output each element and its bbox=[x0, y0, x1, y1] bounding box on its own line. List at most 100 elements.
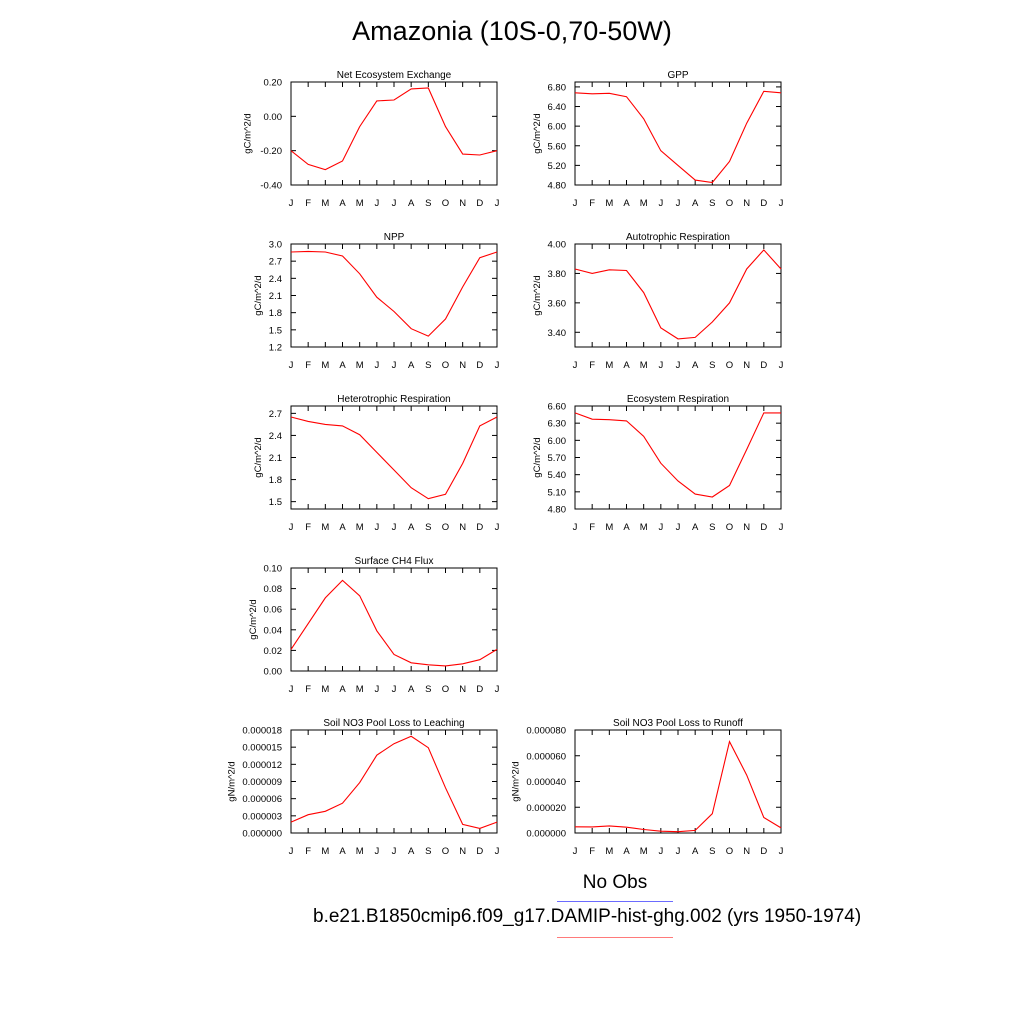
x-tick-label: N bbox=[743, 360, 750, 371]
x-tick-label: J bbox=[289, 522, 294, 533]
y-tick-label: 6.60 bbox=[548, 402, 567, 413]
plot-frame bbox=[290, 81, 498, 186]
series-line bbox=[574, 412, 781, 498]
x-tick-label: M bbox=[356, 360, 364, 371]
y-tick-label: 2.4 bbox=[269, 274, 282, 285]
x-tick-label: A bbox=[692, 522, 699, 533]
x-tick-label: M bbox=[605, 198, 613, 209]
y-axis-label: gC/m^2/d bbox=[248, 599, 259, 639]
y-tick-label: 4.00 bbox=[548, 240, 567, 251]
y-tick-label: 4.80 bbox=[548, 505, 567, 516]
y-tick-label: 3.0 bbox=[269, 240, 282, 251]
legend-label-no-obs: No Obs bbox=[582, 872, 648, 893]
x-tick-label: N bbox=[459, 846, 466, 857]
x-tick-label: M bbox=[605, 846, 613, 857]
x-tick-label: O bbox=[726, 522, 733, 533]
chart-panel: Net Ecosystem Exchange 0.20 0.00 -0.20 -0.40… bbox=[243, 70, 500, 209]
y-tick-label: -0.40 bbox=[260, 181, 282, 192]
x-tick-label: S bbox=[709, 360, 715, 371]
x-tick-label: J bbox=[658, 846, 663, 857]
x-tick-label: J bbox=[573, 522, 578, 533]
y-tick-label: 2.4 bbox=[269, 431, 282, 442]
panel-title: Ecosystem Respiration bbox=[627, 394, 729, 405]
x-tick-label: S bbox=[709, 846, 715, 857]
x-tick-label: D bbox=[476, 360, 483, 371]
y-tick-label: 5.70 bbox=[548, 453, 567, 464]
x-tick-label: A bbox=[623, 846, 630, 857]
y-tick-label: 6.40 bbox=[548, 102, 567, 113]
legend-label-model-run: b.e21.B1850cmip6.f09_g17.DAMIP-hist-ghg.… bbox=[313, 906, 862, 927]
panel-title: Autotrophic Respiration bbox=[626, 232, 730, 243]
x-tick-label: J bbox=[392, 846, 397, 857]
y-tick-label: 5.20 bbox=[548, 161, 567, 172]
y-tick-label: 0.000000 bbox=[242, 829, 282, 840]
x-tick-label: J bbox=[289, 198, 294, 209]
plot-frame bbox=[290, 567, 498, 672]
series-line bbox=[290, 579, 498, 667]
y-tick-label: 0.00 bbox=[264, 112, 283, 123]
series-line bbox=[290, 416, 498, 500]
x-tick-label: D bbox=[760, 360, 767, 371]
panel-title: GPP bbox=[667, 70, 688, 81]
plot-frame bbox=[290, 243, 498, 348]
chart-panel: Heterotrophic Respiration 2.7 2.4 2.1 1.8 1.5… bbox=[253, 394, 500, 533]
y-axis-label: gC/m^2/d bbox=[532, 275, 543, 315]
x-tick-label: S bbox=[425, 846, 431, 857]
x-tick-label: J bbox=[676, 846, 681, 857]
x-tick-label: M bbox=[356, 846, 364, 857]
x-tick-label: J bbox=[676, 198, 681, 209]
panel-title: Surface CH4 Flux bbox=[355, 556, 434, 567]
y-tick-label: 5.10 bbox=[548, 487, 567, 498]
y-tick-label: 0.02 bbox=[264, 646, 283, 657]
x-tick-label: A bbox=[339, 684, 346, 695]
x-tick-label: A bbox=[623, 522, 630, 533]
x-tick-label: A bbox=[339, 846, 346, 857]
y-tick-label: 4.80 bbox=[548, 181, 567, 192]
x-tick-label: S bbox=[425, 360, 431, 371]
x-tick-label: F bbox=[589, 198, 595, 209]
x-tick-label: J bbox=[779, 846, 784, 857]
x-tick-label: J bbox=[676, 522, 681, 533]
y-tick-label: 0.000009 bbox=[242, 777, 282, 788]
x-tick-label: F bbox=[305, 360, 311, 371]
x-tick-label: D bbox=[476, 684, 483, 695]
x-tick-label: J bbox=[392, 684, 397, 695]
y-tick-label: 2.7 bbox=[269, 409, 282, 420]
y-tick-label: 2.7 bbox=[269, 257, 282, 268]
x-tick-label: M bbox=[321, 198, 329, 209]
y-tick-label: 0.000003 bbox=[242, 811, 282, 822]
y-axis-label: gC/m^2/d bbox=[532, 437, 543, 477]
x-tick-label: N bbox=[459, 198, 466, 209]
y-tick-label: 5.40 bbox=[548, 470, 567, 481]
x-tick-label: O bbox=[726, 198, 733, 209]
y-tick-label: 6.80 bbox=[548, 82, 567, 93]
plot-frame bbox=[574, 81, 782, 186]
y-tick-label: 3.60 bbox=[548, 298, 567, 309]
x-tick-label: A bbox=[408, 522, 415, 533]
x-tick-label: N bbox=[459, 360, 466, 371]
x-tick-label: J bbox=[374, 846, 379, 857]
chart-panel: Soil NO3 Pool Loss to Runoff 0.000080 0.00… bbox=[511, 718, 784, 857]
x-tick-label: M bbox=[640, 846, 648, 857]
chart-panel: Ecosystem Respiration 6.60 6.30 6.00 5.70 5.4… bbox=[532, 394, 784, 533]
x-tick-label: O bbox=[442, 198, 449, 209]
x-tick-label: S bbox=[425, 684, 431, 695]
x-tick-label: J bbox=[374, 360, 379, 371]
y-tick-label: 0.000080 bbox=[526, 726, 566, 737]
x-tick-label: N bbox=[743, 846, 750, 857]
y-tick-label: 0.000006 bbox=[242, 794, 282, 805]
y-tick-label: 6.30 bbox=[548, 419, 567, 430]
y-axis-label: gC/m^2/d bbox=[253, 437, 264, 477]
plot-frame bbox=[290, 729, 498, 834]
y-tick-label: 5.60 bbox=[548, 141, 567, 152]
x-tick-label: J bbox=[779, 198, 784, 209]
y-tick-label: 0.000060 bbox=[526, 751, 566, 762]
x-tick-label: D bbox=[476, 846, 483, 857]
y-axis-label: gC/m^2/d bbox=[532, 113, 543, 153]
y-tick-label: 1.5 bbox=[269, 497, 282, 508]
x-tick-label: F bbox=[305, 684, 311, 695]
x-tick-label: D bbox=[476, 522, 483, 533]
